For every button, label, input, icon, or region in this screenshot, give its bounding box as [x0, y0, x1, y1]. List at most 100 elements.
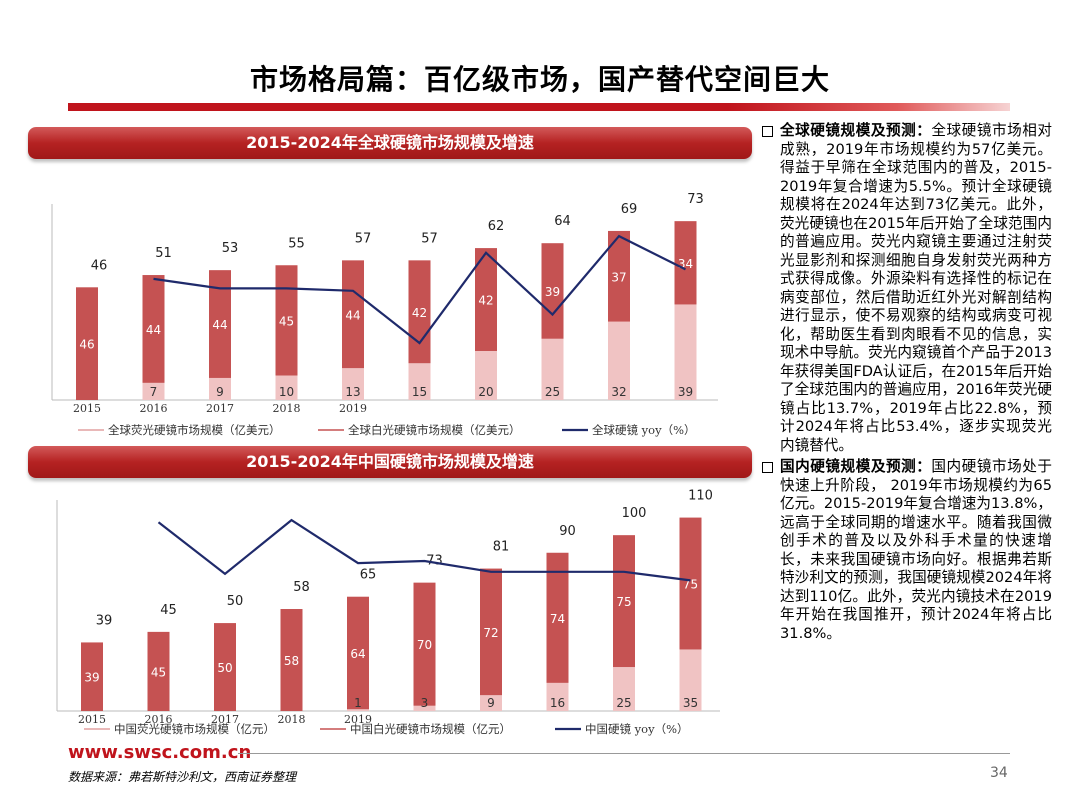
- white-light-bar: [480, 568, 502, 696]
- legend-label: 中国白光硬镜市场规模（亿元）: [350, 722, 511, 736]
- yoy-line: [157, 518, 691, 582]
- fluor-bar-label: 10: [279, 385, 294, 399]
- legend-label: 全球白光硬镜市场规模（亿美元）: [348, 423, 521, 437]
- x-tick-label: 2016: [140, 402, 168, 415]
- fluor-bar: [408, 363, 431, 400]
- fluor-bar: [679, 649, 702, 711]
- white-bar-label: 64: [350, 647, 365, 661]
- x-tick-label: 2019: [344, 713, 372, 726]
- checkbox-bullet-icon: [762, 462, 773, 473]
- fluor-bar-label: 20: [478, 385, 493, 399]
- white-light-bar: [142, 275, 165, 383]
- x-tick-label: 2018: [273, 402, 301, 415]
- total-label: 55: [288, 236, 305, 251]
- title-underline: [68, 103, 1010, 111]
- white-bar-label: 70: [417, 638, 432, 652]
- fluor-bar-label: 1: [354, 696, 362, 710]
- white-bar-label: 72: [483, 626, 498, 640]
- white-bar-label: 42: [478, 294, 493, 308]
- sidebar-heading-china: 国内硬镜规模及预测：: [780, 458, 932, 475]
- white-light-bar: [76, 287, 98, 400]
- checkbox-bullet-icon: [762, 126, 773, 137]
- white-bar-label: 44: [212, 318, 227, 332]
- white-light-bar: [546, 552, 569, 683]
- fluor-bar-label: 13: [345, 385, 360, 399]
- fluor-bar: [541, 338, 564, 400]
- fluor-bar: [342, 368, 364, 400]
- fluor-bar: [674, 304, 697, 400]
- chart1-title-banner: 2015-2024年全球硬镜市场规模及增速: [28, 127, 752, 159]
- white-light-bar: [214, 623, 236, 711]
- total-label: 51: [155, 246, 172, 261]
- total-label: 46: [91, 258, 108, 273]
- white-light-bar: [679, 517, 702, 650]
- total-label: 62: [488, 219, 505, 234]
- total-label: 57: [355, 231, 372, 246]
- total-label: 73: [426, 554, 443, 569]
- white-bar-label: 45: [279, 314, 294, 328]
- page-number: 34: [990, 765, 1008, 781]
- total-label: 58: [293, 580, 310, 595]
- white-light-bar: [81, 642, 103, 711]
- total-label: 50: [227, 594, 244, 609]
- white-bar-label: 74: [550, 612, 565, 626]
- page-title: 市场格局篇：百亿级市场，国产替代空间巨大: [249, 63, 830, 96]
- sidebar-body-china: 国内硬镜市场处于快速上升阶段， 2019年市场规模约为65亿元。2015-201…: [780, 458, 1052, 642]
- fluor-bar-label: 25: [616, 696, 631, 710]
- x-tick-label: 2017: [206, 402, 234, 415]
- legend-label: 全球硬镜 yoy（%）: [592, 423, 696, 437]
- total-label: 110: [688, 489, 713, 504]
- white-light-bar: [280, 609, 303, 711]
- footer-divider: [238, 753, 1010, 754]
- fluor-bar-label: 9: [216, 385, 224, 399]
- legend-label: 中国硬镜 yoy（%）: [585, 722, 689, 736]
- total-label: 69: [621, 202, 638, 217]
- x-tick-label: 2016: [145, 713, 173, 726]
- sidebar-body-global: 全球硬镜市场相对成熟，2019年市场规模约为57亿美元。得益于早筛在全球范围内的…: [780, 122, 1052, 454]
- white-light-bar: [275, 265, 298, 376]
- white-bar-label: 39: [84, 671, 99, 685]
- fluor-bar: [480, 695, 502, 711]
- white-light-bar: [147, 631, 170, 711]
- total-label: 57: [421, 231, 438, 246]
- fluor-bar-label: 16: [550, 696, 565, 710]
- fluor-bar: [613, 667, 635, 711]
- total-label: 64: [554, 214, 571, 229]
- white-bar-label: 75: [683, 578, 698, 592]
- x-tick-label: 2015: [73, 402, 101, 415]
- total-label: 45: [160, 603, 177, 618]
- fluor-bar-label: 32: [611, 385, 626, 399]
- fluor-bar-label: 35: [683, 696, 698, 710]
- white-bar-label: 37: [611, 270, 626, 284]
- fluor-bar: [275, 375, 298, 400]
- sidebar-paragraph-global: 全球硬镜规模及预测：全球硬镜市场相对成熟，2019年市场规模约为57亿美元。得益…: [760, 122, 1052, 455]
- fluor-bar-label: 7: [150, 385, 158, 399]
- fluor-bar: [347, 709, 369, 711]
- white-light-bar: [475, 248, 497, 351]
- footer-url[interactable]: www.swsc.com.cn: [68, 742, 252, 763]
- fluor-bar-label: 25: [545, 385, 560, 399]
- legend-label: 全球荧光硬镜市场规模（亿美元）: [108, 423, 281, 437]
- fluor-bar-label: 9: [487, 696, 495, 710]
- total-label: 65: [360, 568, 377, 583]
- chart2-title-banner: 2015-2024年中国硬镜市场规模及增速: [28, 446, 752, 478]
- fluor-bar: [475, 351, 497, 400]
- total-label: 100: [622, 506, 647, 521]
- white-light-bar: [342, 260, 364, 369]
- white-light-bar: [413, 582, 436, 706]
- fluor-bar: [142, 382, 165, 400]
- footer-source: 数据来源：弗若斯特沙利文，西南证券整理: [68, 770, 297, 784]
- white-bar-label: 50: [217, 661, 232, 675]
- fluor-bar-label: 3: [421, 696, 429, 710]
- white-bar-label: 39: [545, 285, 560, 299]
- x-tick-label: 2017: [211, 713, 239, 726]
- white-light-bar: [209, 270, 231, 378]
- white-light-bar: [674, 221, 697, 305]
- total-label: 81: [493, 540, 510, 555]
- white-bar-label: 58: [284, 654, 299, 668]
- total-label: 73: [687, 192, 704, 207]
- white-bar-label: 42: [412, 306, 427, 320]
- fluor-bar: [546, 682, 569, 711]
- fluor-bar-label: 39: [678, 385, 693, 399]
- white-bar-label: 46: [79, 338, 94, 352]
